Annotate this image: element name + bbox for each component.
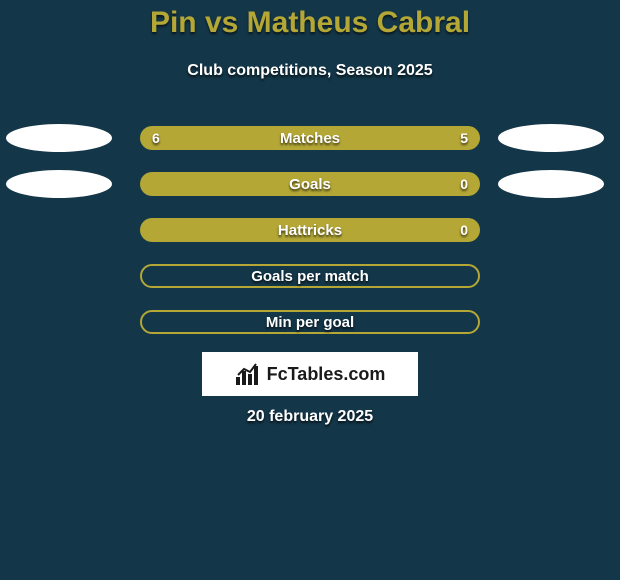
stat-row: Matches6 5 xyxy=(140,126,480,150)
stat-value-left: 6 xyxy=(152,126,160,150)
stat-label: Matches xyxy=(140,126,480,150)
stat-label: Goals xyxy=(140,172,480,196)
page-title: Pin vs Matheus Cabral xyxy=(0,6,620,40)
player-right-avatar xyxy=(498,124,604,152)
stat-value-right: 5 xyxy=(460,126,468,150)
source-logo-text: FcTables.com xyxy=(267,364,386,385)
stat-row: Goals per match xyxy=(140,264,480,288)
page-subtitle: Club competitions, Season 2025 xyxy=(0,62,620,80)
date-label: 20 february 2025 xyxy=(0,408,620,426)
stat-label: Min per goal xyxy=(142,312,478,332)
stats-comparison-card: Pin vs Matheus Cabral Club competitions,… xyxy=(0,0,620,580)
stat-value-right: 0 xyxy=(460,218,468,242)
stat-row: Min per goal xyxy=(140,310,480,334)
stat-value-right: 0 xyxy=(460,172,468,196)
stat-label: Goals per match xyxy=(142,266,478,286)
player-right-avatar xyxy=(498,170,604,198)
player-left-avatar xyxy=(6,170,112,198)
stat-row: Hattricks0 xyxy=(140,218,480,242)
bars-icon xyxy=(235,363,261,385)
player-left-avatar xyxy=(6,124,112,152)
stat-row: Goals0 xyxy=(140,172,480,196)
stat-label: Hattricks xyxy=(140,218,480,242)
source-logo: FcTables.com xyxy=(202,352,418,396)
